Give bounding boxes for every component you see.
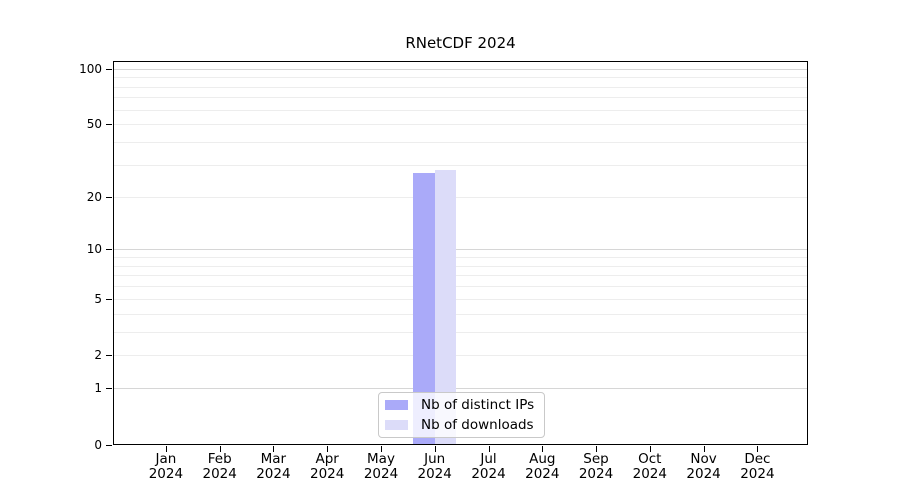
legend: Nb of distinct IPs Nb of downloads [378, 392, 545, 438]
y-tick-mark [106, 249, 112, 250]
y-tick-mark [106, 69, 112, 70]
gridline-minor [114, 286, 807, 287]
y-tick-mark [106, 445, 112, 446]
x-tick-mark [273, 446, 275, 452]
chart-title: RNetCDF 2024 [405, 34, 516, 52]
x-tick-mark [165, 446, 167, 452]
gridline-minor [114, 275, 807, 276]
gridline-minor [114, 97, 807, 98]
y-tick-label: 0 [94, 438, 102, 452]
gridline-minor [114, 266, 807, 267]
x-tick-label: Nov 2024 [686, 451, 721, 482]
x-tick-mark [649, 446, 651, 452]
y-tick-mark [106, 124, 112, 125]
x-tick-label: Apr 2024 [310, 451, 345, 482]
legend-item-distinct-ips: Nb of distinct IPs [385, 396, 538, 413]
gridline-minor [114, 314, 807, 315]
y-tick-label: 1 [94, 381, 102, 395]
gridline-major [114, 249, 807, 250]
legend-label-downloads: Nb of downloads [421, 416, 534, 433]
y-tick-mark [106, 197, 112, 198]
x-tick-mark [703, 446, 705, 452]
gridline-minor [114, 197, 807, 198]
y-tick-label: 50 [86, 117, 102, 131]
x-tick-label: Sep 2024 [578, 451, 614, 482]
gridline-minor [114, 77, 807, 78]
y-tick-mark [106, 388, 112, 389]
y-tick-label: 20 [86, 190, 102, 204]
x-tick-mark [596, 446, 597, 452]
gridline-minor [114, 299, 807, 300]
legend-swatch-distinct-ips [385, 400, 408, 410]
gridline-minor [114, 332, 807, 333]
x-tick-label: Dec 2024 [740, 451, 775, 482]
gridline-minor [114, 142, 807, 143]
x-tick-label: Mar 2024 [256, 451, 291, 482]
x-tick-mark [381, 446, 382, 452]
x-tick-label: Oct 2024 [632, 451, 667, 482]
y-tick-label: 100 [79, 62, 102, 76]
y-tick-mark [106, 355, 112, 356]
gridline-minor [114, 355, 807, 356]
gridline-minor [114, 257, 807, 258]
legend-swatch-downloads [385, 420, 408, 430]
x-tick-label: Aug 2024 [525, 451, 560, 482]
bar-jun-distinct-ips [413, 173, 435, 444]
bar-jun-downloads [434, 170, 457, 444]
gridline-minor [114, 165, 807, 166]
x-tick-label: Jan 2024 [148, 451, 184, 482]
x-tick-mark [488, 446, 490, 452]
legend-label-distinct-ips: Nb of distinct IPs [421, 396, 535, 413]
x-tick-label: May 2024 [363, 451, 399, 482]
x-tick-mark [219, 446, 221, 452]
y-tick-mark [106, 299, 112, 300]
gridline-minor [114, 124, 807, 125]
x-tick-mark [434, 446, 436, 452]
x-tick-mark [757, 446, 759, 452]
y-tick-label: 5 [94, 292, 102, 306]
legend-item-downloads: Nb of downloads [385, 416, 538, 433]
x-tick-mark [327, 446, 329, 452]
x-tick-mark [542, 446, 544, 452]
gridline-minor [114, 110, 807, 111]
gridline-minor [114, 87, 807, 88]
y-tick-label: 10 [86, 242, 102, 256]
gridline-major [114, 69, 807, 70]
x-tick-label: Jul 2024 [471, 451, 506, 482]
x-tick-label: Feb 2024 [202, 451, 237, 482]
x-tick-label: Jun 2024 [417, 451, 452, 482]
y-tick-label: 2 [94, 348, 102, 362]
gridline-major [114, 388, 807, 389]
